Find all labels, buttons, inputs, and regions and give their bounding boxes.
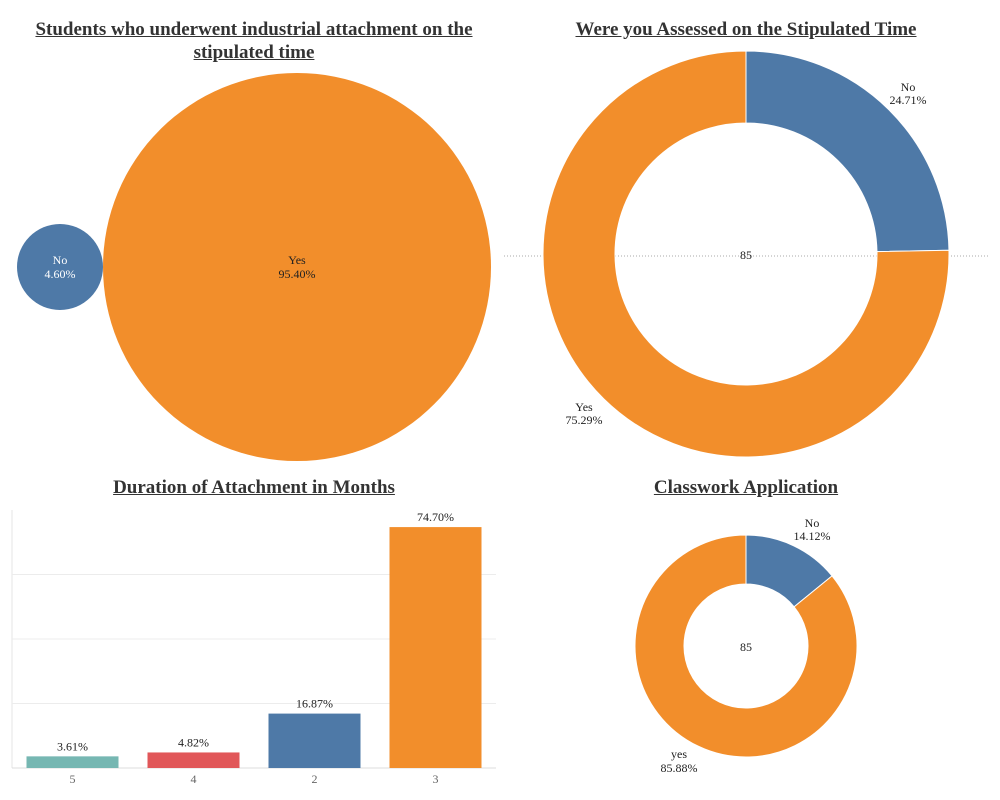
- bar-category-label: 5: [70, 772, 76, 786]
- bubble-no-value: 4.60%: [45, 267, 76, 281]
- donut4-label-no: No: [805, 516, 820, 530]
- bar-category-label: 3: [433, 772, 439, 786]
- chart1-title-line2: stipulated time: [193, 42, 315, 63]
- chart1-bubbles: No 4.60% Yes 95.40%: [17, 73, 491, 461]
- donut2-value-yes: 75.29%: [566, 413, 603, 427]
- chart2-title: Were you Assessed on the Stipulated Time: [575, 19, 917, 40]
- chart2-donut: 85 No 24.71% Yes 75.29%: [504, 50, 990, 458]
- bubble-yes-label: Yes: [288, 253, 306, 267]
- chart3-title: Duration of Attachment in Months: [113, 477, 395, 498]
- donut4-center-label: 85: [740, 640, 752, 654]
- donut2-center-label: 85: [740, 248, 752, 262]
- bubble-no[interactable]: [17, 224, 103, 310]
- chart4-donut: 85 No 14.12% yes 85.88%: [634, 516, 858, 775]
- bubble-yes[interactable]: [103, 73, 491, 461]
- bar-category-label: 4: [191, 772, 197, 786]
- donut2-label-yes: Yes: [575, 400, 593, 414]
- bar-4[interactable]: [147, 752, 240, 768]
- chart3-bar-chart: 3.61% 5 4.82% 4 16.87% 2 74.70% 3: [11, 510, 496, 786]
- chart1-title: Students who underwent industrial attach…: [10, 18, 498, 64]
- chart1-title-line1: Students who underwent industrial attach…: [35, 19, 473, 40]
- bar-value-label: 16.87%: [296, 697, 333, 711]
- bar-value-label: 3.61%: [57, 739, 88, 753]
- bubble-yes-value: 95.40%: [279, 267, 316, 281]
- donut4-slice-yes[interactable]: [634, 534, 858, 758]
- bar-3[interactable]: [389, 527, 482, 768]
- bar-5[interactable]: [26, 756, 119, 768]
- chart4-title: Classwork Application: [653, 477, 839, 498]
- bar-value-label: 74.70%: [417, 510, 454, 524]
- donut4-value-no: 14.12%: [794, 529, 831, 543]
- donut2-slice-yes[interactable]: [542, 50, 950, 458]
- bar-value-label: 4.82%: [178, 735, 209, 749]
- donut2-label-no: No: [901, 80, 916, 94]
- bar-category-label: 2: [312, 772, 318, 786]
- donut4-value-yes: 85.88%: [661, 761, 698, 775]
- donut2-slice-no[interactable]: [745, 50, 950, 253]
- donut2-value-no: 24.71%: [890, 93, 927, 107]
- bar-2[interactable]: [268, 713, 361, 768]
- bubble-no-label: No: [53, 253, 68, 267]
- donut4-label-yes: yes: [671, 747, 687, 761]
